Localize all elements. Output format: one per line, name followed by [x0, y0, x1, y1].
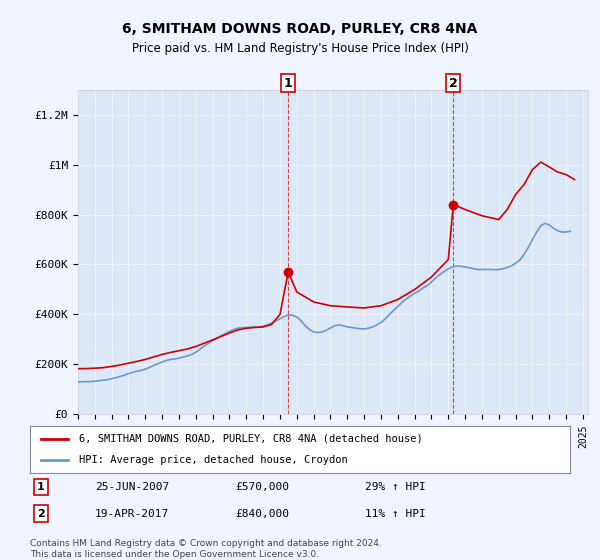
Text: 25-JUN-2007: 25-JUN-2007: [95, 482, 169, 492]
Text: HPI: Average price, detached house, Croydon: HPI: Average price, detached house, Croy…: [79, 455, 347, 465]
Text: This data is licensed under the Open Government Licence v3.0.: This data is licensed under the Open Gov…: [30, 550, 319, 559]
Text: 29% ↑ HPI: 29% ↑ HPI: [365, 482, 425, 492]
Text: 11% ↑ HPI: 11% ↑ HPI: [365, 509, 425, 519]
Text: 6, SMITHAM DOWNS ROAD, PURLEY, CR8 4NA (detached house): 6, SMITHAM DOWNS ROAD, PURLEY, CR8 4NA (…: [79, 434, 422, 444]
Text: 1: 1: [284, 77, 293, 90]
Text: Price paid vs. HM Land Registry's House Price Index (HPI): Price paid vs. HM Land Registry's House …: [131, 42, 469, 55]
Text: 2: 2: [37, 509, 44, 519]
Text: 6, SMITHAM DOWNS ROAD, PURLEY, CR8 4NA: 6, SMITHAM DOWNS ROAD, PURLEY, CR8 4NA: [122, 22, 478, 36]
Text: £570,000: £570,000: [235, 482, 289, 492]
Text: 19-APR-2017: 19-APR-2017: [95, 509, 169, 519]
Text: 1: 1: [37, 482, 44, 492]
Text: Contains HM Land Registry data © Crown copyright and database right 2024.: Contains HM Land Registry data © Crown c…: [30, 539, 382, 548]
Text: 2: 2: [449, 77, 458, 90]
Text: £840,000: £840,000: [235, 509, 289, 519]
